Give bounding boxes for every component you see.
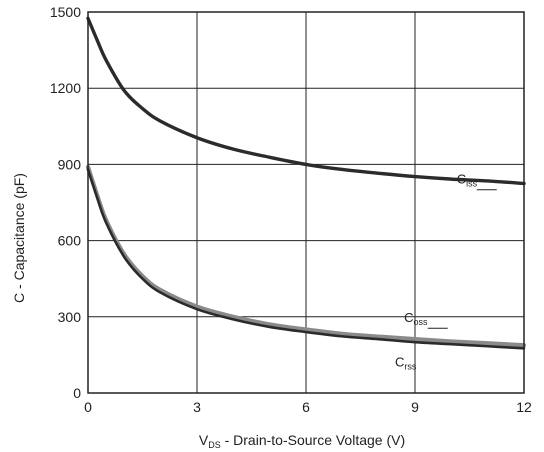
x-axis-label-sub: DS (208, 440, 221, 450)
grid-lines (87, 11, 525, 394)
y-tick-label: 1500 (50, 4, 81, 20)
y-tick-label: 900 (58, 156, 82, 172)
series-line-ciss (86, 16, 526, 186)
curve-labels: Ciss Coss Crss (395, 171, 497, 371)
series-line-crss (86, 168, 526, 350)
plot-frame (87, 11, 525, 394)
x-tick-label: 9 (411, 399, 419, 415)
x-tick-labels: 0 3 6 9 12 (84, 399, 532, 415)
x-tick-label: 0 (84, 399, 92, 415)
y-tick-labels: 0 300 600 900 1200 1500 (50, 4, 81, 401)
y-tick-label: 300 (58, 309, 82, 325)
curve-label-coss: Coss (404, 310, 428, 327)
curve-label-ciss: Ciss (457, 171, 478, 188)
series-lines (85, 16, 527, 350)
x-tick-label: 12 (516, 399, 532, 415)
x-tick-label: 6 (302, 399, 310, 415)
y-axis-label: C - Capacitance (pF) (11, 173, 27, 303)
curve-label-crss: Crss (395, 354, 417, 371)
y-tick-label: 600 (58, 233, 82, 249)
x-axis-label-rest: - Drain-to-Source Voltage (V) (221, 432, 405, 448)
x-axis-label-prefix: V (199, 432, 209, 448)
x-tick-label: 3 (193, 399, 201, 415)
x-axis-label: VDS - Drain-to-Source Voltage (V) (199, 432, 405, 450)
y-tick-label: 1200 (50, 80, 81, 96)
y-tick-label: 0 (73, 385, 81, 401)
